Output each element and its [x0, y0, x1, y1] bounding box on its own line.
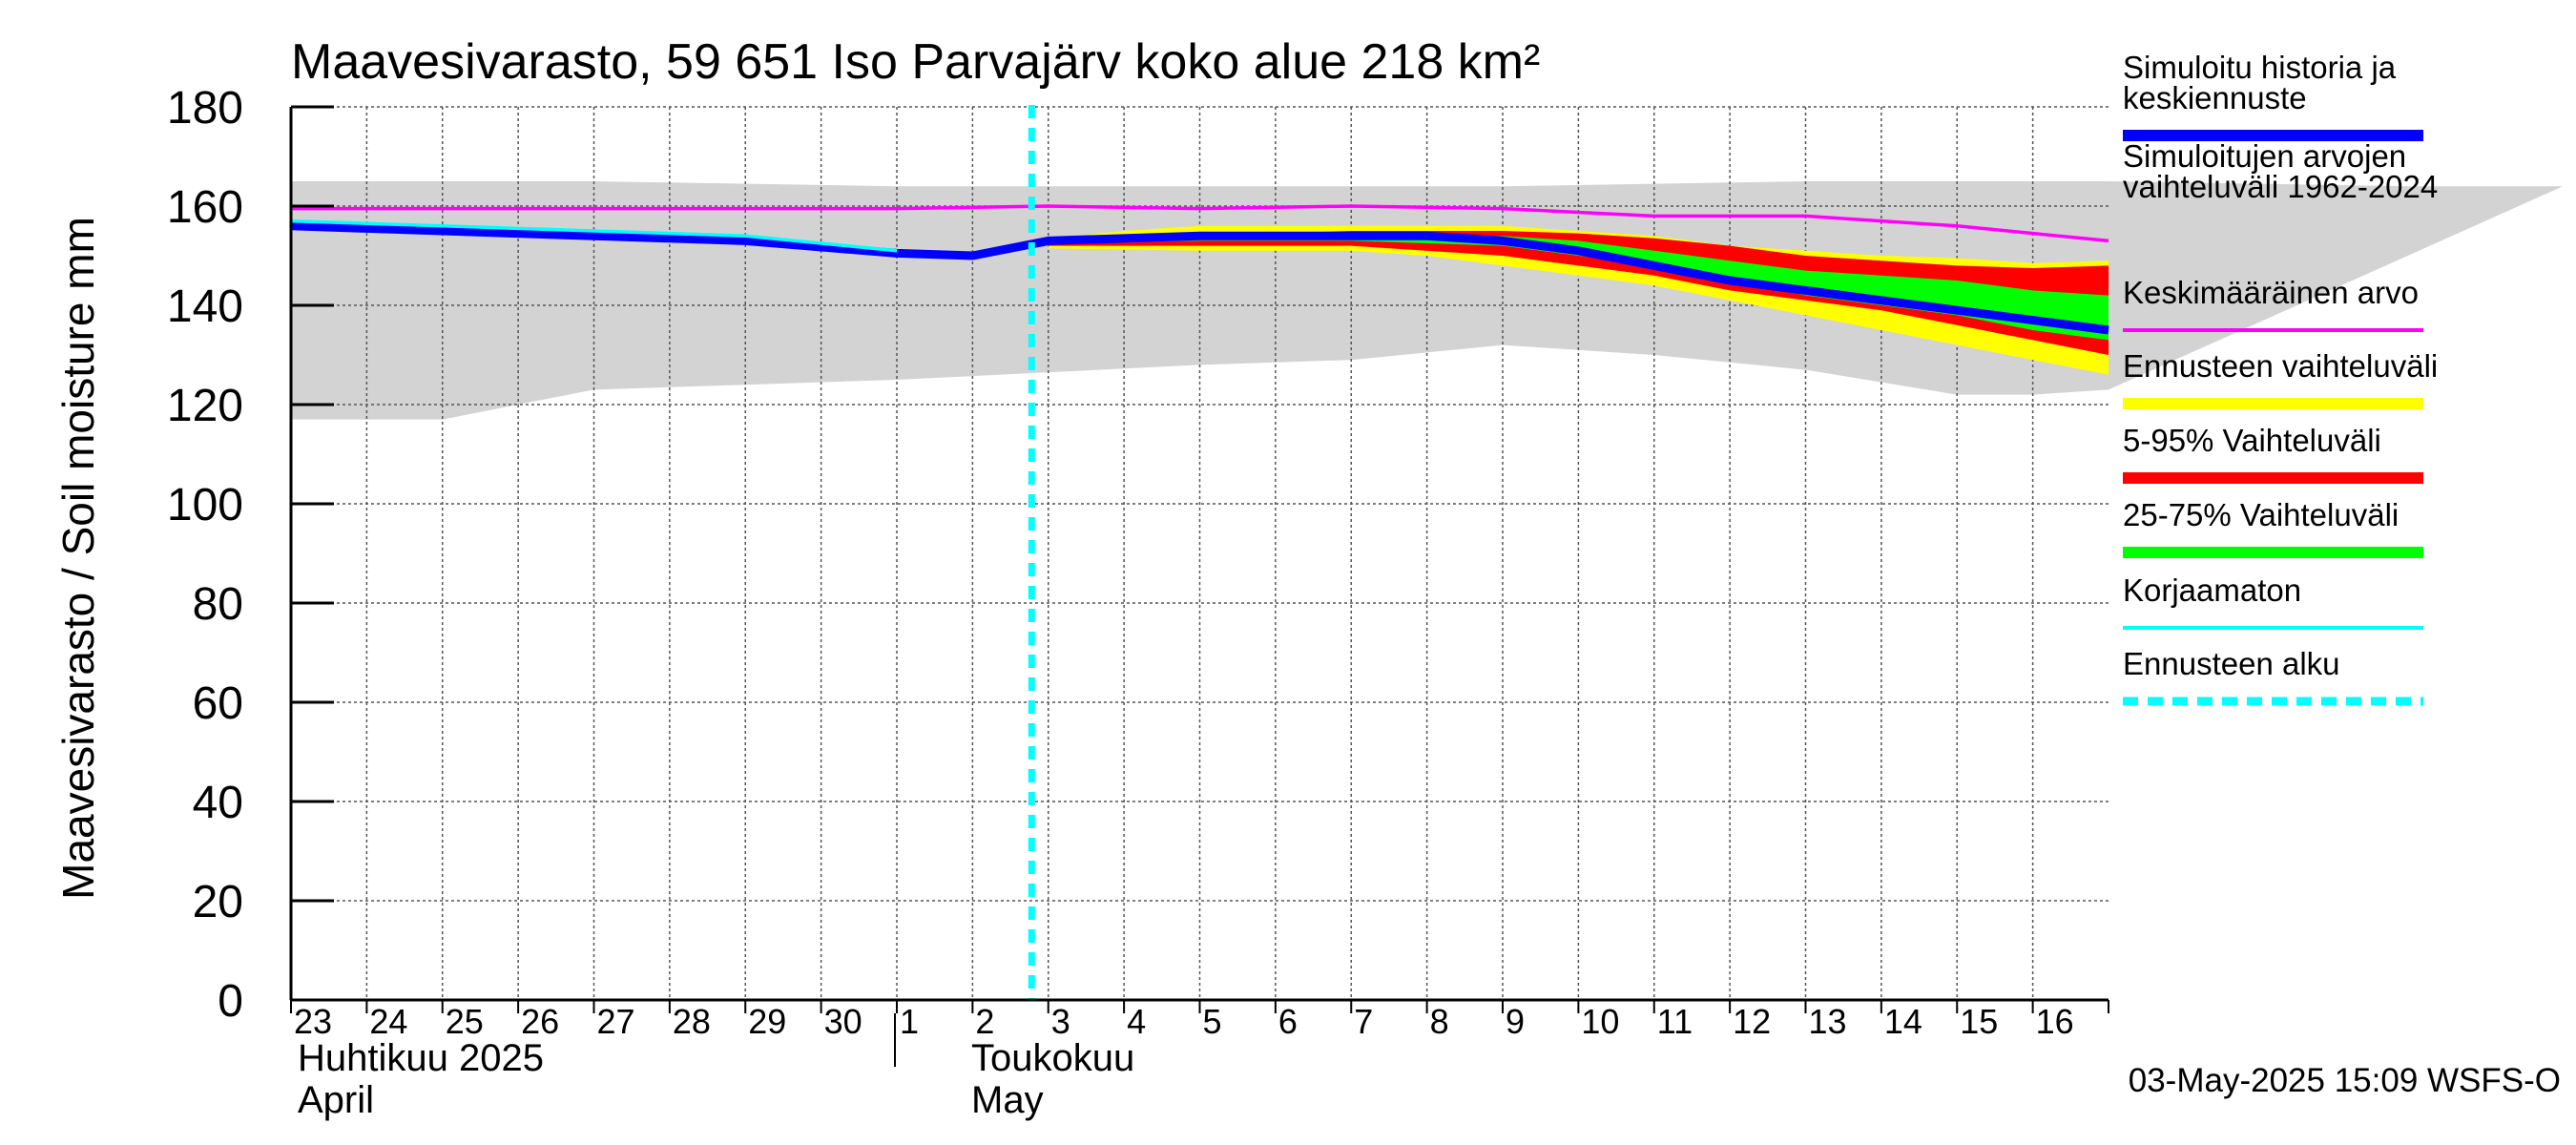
x-tick-label: 23 [294, 1002, 332, 1041]
timestamp: 03-May-2025 15:09 WSFS-O [2129, 1062, 2561, 1099]
mean-line [291, 204, 2109, 243]
y-tick-label: 160 [167, 182, 243, 233]
month-label-april-en: April [298, 1079, 374, 1121]
percentile-25-75-band [1048, 236, 2109, 341]
x-tick-label: 11 [1657, 1002, 1693, 1041]
legend-label-uncorrected: Korjaamaton [2123, 572, 2301, 608]
legend: Simuloitu historia ja keskiennuste Simuloi… [2123, 50, 2438, 706]
x-tick-label: 28 [673, 1002, 711, 1041]
x-tick-label: 26 [521, 1002, 559, 1041]
y-tick-label: 180 [167, 83, 243, 134]
x-tick-label: 8 [1430, 1002, 1449, 1041]
history-median-line [290, 221, 2109, 335]
y-tick-label: 100 [167, 480, 243, 531]
month-label-may-en: May [971, 1079, 1044, 1121]
legend-label-fc_range: Ennusteen vaihteluväli [2123, 348, 2438, 384]
y-tick-label: 0 [218, 976, 243, 1027]
y-tick-label: 80 [193, 579, 243, 630]
x-tick-label: 12 [1733, 1002, 1771, 1041]
x-tick-label: 9 [1506, 1002, 1525, 1041]
x-tick-label: 25 [446, 1002, 484, 1041]
x-tick-label: 29 [748, 1002, 786, 1041]
x-tick-label: 6 [1278, 1002, 1298, 1041]
y-tick-label: 120 [167, 381, 243, 431]
historical-range-band [291, 181, 2564, 420]
y-tick-label: 140 [167, 281, 243, 332]
legend-label-p25_75: 25-75% Vaihteluväli [2123, 497, 2399, 532]
y-axis-label: Maavesivarasto / Soil moisture mm [53, 217, 103, 900]
x-tick-label: 16 [2036, 1002, 2074, 1041]
x-tick-label: 4 [1127, 1002, 1146, 1041]
x-tick-label: 14 [1884, 1002, 1922, 1041]
legend-label-p5_95: 5-95% Vaihteluväli [2123, 423, 2381, 458]
legend-label-history: Simuloitu historia ja keskiennuste [2123, 50, 2397, 115]
uncorrected-line [290, 219, 898, 253]
month-label-april-fi: Huhtikuu 2025 [298, 1037, 544, 1079]
y-tick-label: 40 [193, 778, 243, 828]
legend-label-mean: Keskimääräinen arvo [2123, 275, 2419, 310]
x-tick-label: 10 [1581, 1002, 1619, 1041]
x-tick-label: 5 [1203, 1002, 1222, 1041]
legend-label-fc_start: Ennusteen alku [2123, 646, 2340, 681]
x-tick-label: 7 [1354, 1002, 1373, 1041]
y-tick-label: 20 [193, 877, 243, 927]
percentile-5-95-band [1048, 231, 2109, 355]
x-tick-label: 27 [597, 1002, 635, 1041]
x-tick-label: 13 [1809, 1002, 1847, 1041]
x-tick-label: 15 [1960, 1002, 1998, 1041]
y-tick-label: 60 [193, 678, 243, 729]
x-tick-label: 30 [824, 1002, 862, 1041]
x-tick-label: 1 [900, 1002, 919, 1041]
month-label-may-fi: Toukokuu [971, 1037, 1134, 1079]
x-tick-label: 24 [369, 1002, 407, 1041]
legend-label-range_hist: Simuloitujen arvojen vaihteluväli 1962-20… [2123, 138, 2438, 204]
x-tick-label: 2 [975, 1002, 994, 1041]
x-tick-label: 3 [1051, 1002, 1070, 1041]
chart-title: Maavesivarasto, 59 651 Iso Parvajärv kok… [291, 34, 1540, 90]
